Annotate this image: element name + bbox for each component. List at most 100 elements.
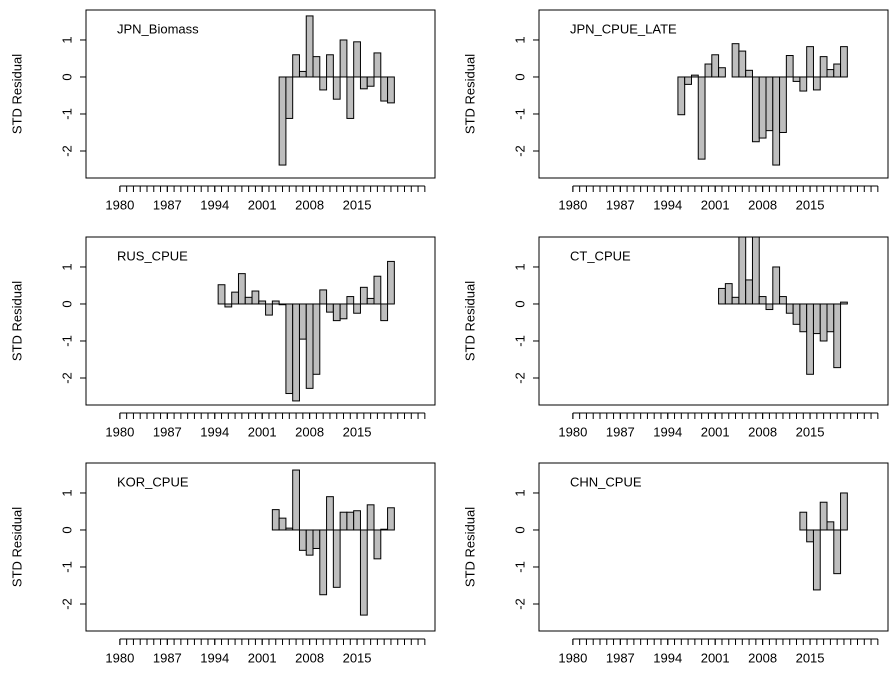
bar — [724, 283, 733, 305]
bar — [758, 76, 767, 139]
bar — [812, 76, 821, 91]
y-axis-label: STD Residual — [462, 507, 477, 587]
panel-title: JPN_Biomass — [117, 21, 199, 36]
x-tick-label: 2008 — [295, 197, 324, 212]
x-tick-label: 2008 — [295, 650, 324, 665]
bar — [237, 273, 246, 305]
x-tick-label: 2001 — [701, 197, 730, 212]
bar — [840, 301, 848, 305]
bar — [305, 15, 314, 78]
bar — [332, 76, 341, 100]
bar — [353, 41, 361, 78]
panel: JPN_Biomass STD Residual -2 -1 0 1 1980 1987 199… — [9, 9, 436, 212]
y-tick-label: 1 — [59, 489, 74, 496]
plot-frame — [538, 236, 889, 406]
bar — [799, 511, 808, 531]
y-axis-label: STD Residual — [9, 281, 24, 361]
bar — [278, 517, 287, 531]
y-axis-label: STD Residual — [9, 507, 24, 587]
bar — [677, 76, 686, 116]
bar — [285, 76, 294, 119]
x-tick-label: 1987 — [153, 650, 182, 665]
bar — [785, 303, 794, 314]
bar — [298, 70, 307, 78]
bar — [231, 291, 239, 305]
bar — [326, 496, 334, 531]
y-tick-label: -2 — [512, 598, 527, 610]
y-tick-label: -2 — [59, 145, 74, 157]
bars — [278, 15, 395, 166]
x-tick-label: 1987 — [606, 197, 635, 212]
x-tick-label: 2008 — [748, 197, 777, 212]
panel: RUS_CPUE STD Residual -2 -1 0 1 1980 1987 1994 20… — [9, 236, 436, 439]
x-tick-label: 2001 — [248, 424, 277, 439]
bar — [779, 296, 787, 305]
x-tick-label: 1987 — [153, 197, 182, 212]
panel-title: RUS_CPUE — [117, 248, 188, 263]
x-tick-label: 2015 — [343, 197, 372, 212]
panel: CHN_CPUE STD Residual -2 -1 0 1 1980 1987 1994 20… — [462, 462, 889, 665]
bar — [326, 303, 334, 313]
bar — [373, 529, 382, 560]
bar — [826, 303, 835, 333]
bar — [292, 469, 300, 531]
y-axis-label: STD Residual — [462, 54, 477, 134]
x-tick-label: 1994 — [200, 424, 229, 439]
bar — [244, 296, 253, 305]
x-tick-label: 2015 — [796, 197, 825, 212]
bar — [326, 54, 334, 78]
bar — [826, 69, 835, 78]
bar — [319, 76, 328, 91]
bar — [387, 507, 395, 531]
y-axis-label: STD Residual — [9, 54, 24, 134]
bar — [812, 529, 821, 591]
bar — [373, 275, 382, 305]
bar — [792, 303, 801, 325]
x-tick-label: 1987 — [606, 424, 635, 439]
bar — [731, 296, 740, 305]
panel: JPN_CPUE_LATE STD Residual -2 -1 0 1 1980 1987 1… — [462, 9, 889, 212]
bar — [779, 76, 787, 133]
bar — [346, 296, 355, 305]
plot-frame — [85, 462, 436, 632]
y-tick-label: 0 — [512, 73, 527, 80]
bars — [799, 492, 848, 591]
y-tick-label: 0 — [59, 73, 74, 80]
x-tick-label: 2015 — [796, 650, 825, 665]
y-tick-label: -2 — [59, 372, 74, 384]
bar — [339, 511, 348, 531]
x-tick-label: 1994 — [653, 424, 682, 439]
y-tick-label: -1 — [512, 108, 527, 120]
bars — [718, 237, 848, 375]
y-tick-label: 1 — [512, 489, 527, 496]
bar — [353, 510, 361, 531]
bar — [731, 43, 740, 78]
bar — [819, 303, 828, 342]
bars — [677, 43, 848, 166]
bar — [298, 529, 307, 551]
bar — [285, 303, 294, 395]
bar — [373, 52, 382, 78]
bar — [718, 67, 726, 78]
x-tick-label: 2015 — [796, 424, 825, 439]
bar — [833, 303, 842, 369]
bar — [312, 56, 321, 78]
bar — [758, 296, 767, 305]
x-tick-label: 1994 — [200, 650, 229, 665]
bars — [217, 260, 395, 402]
plot-frame — [85, 236, 436, 406]
panel: KOR_CPUE STD Residual -2 -1 0 1 1980 1987 1994 20… — [9, 462, 436, 665]
bar — [380, 76, 389, 102]
bar — [806, 46, 814, 78]
bar — [346, 76, 355, 119]
bar — [387, 76, 395, 104]
bar — [359, 529, 368, 616]
panel: CT_CPUE STD Residual -2 -1 0 1 1980 1987 1994 200… — [462, 236, 889, 439]
bar — [792, 76, 801, 82]
bar — [819, 56, 828, 78]
bar — [298, 303, 307, 340]
bar — [799, 76, 808, 92]
y-tick-label: 0 — [59, 526, 74, 533]
bar — [305, 529, 314, 556]
